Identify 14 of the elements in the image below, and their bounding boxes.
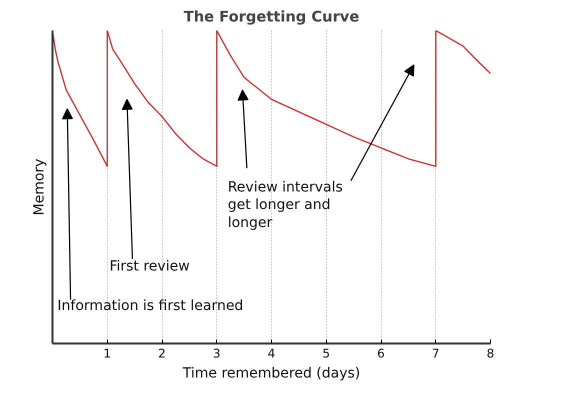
x-tick-label: 7 <box>432 346 440 360</box>
x-tick-label: 2 <box>158 346 166 360</box>
y-axis-title: Memory <box>32 158 48 216</box>
x-tick-label: 3 <box>212 346 221 360</box>
x-tick-label: 8 <box>486 346 494 360</box>
annotation: Review intervals get longer and longer <box>228 180 343 231</box>
x-tick-label: 6 <box>377 346 385 360</box>
chart-title: The Forgetting Curve <box>184 8 360 26</box>
x-tick-label: 1 <box>103 346 112 360</box>
annotation: Information is first learned <box>57 298 244 314</box>
x-axis-title: Time remembered (days) <box>182 366 360 382</box>
x-tick-label: 4 <box>268 346 276 360</box>
x-tick-label: 5 <box>322 346 330 360</box>
annotation: First review <box>109 258 190 275</box>
